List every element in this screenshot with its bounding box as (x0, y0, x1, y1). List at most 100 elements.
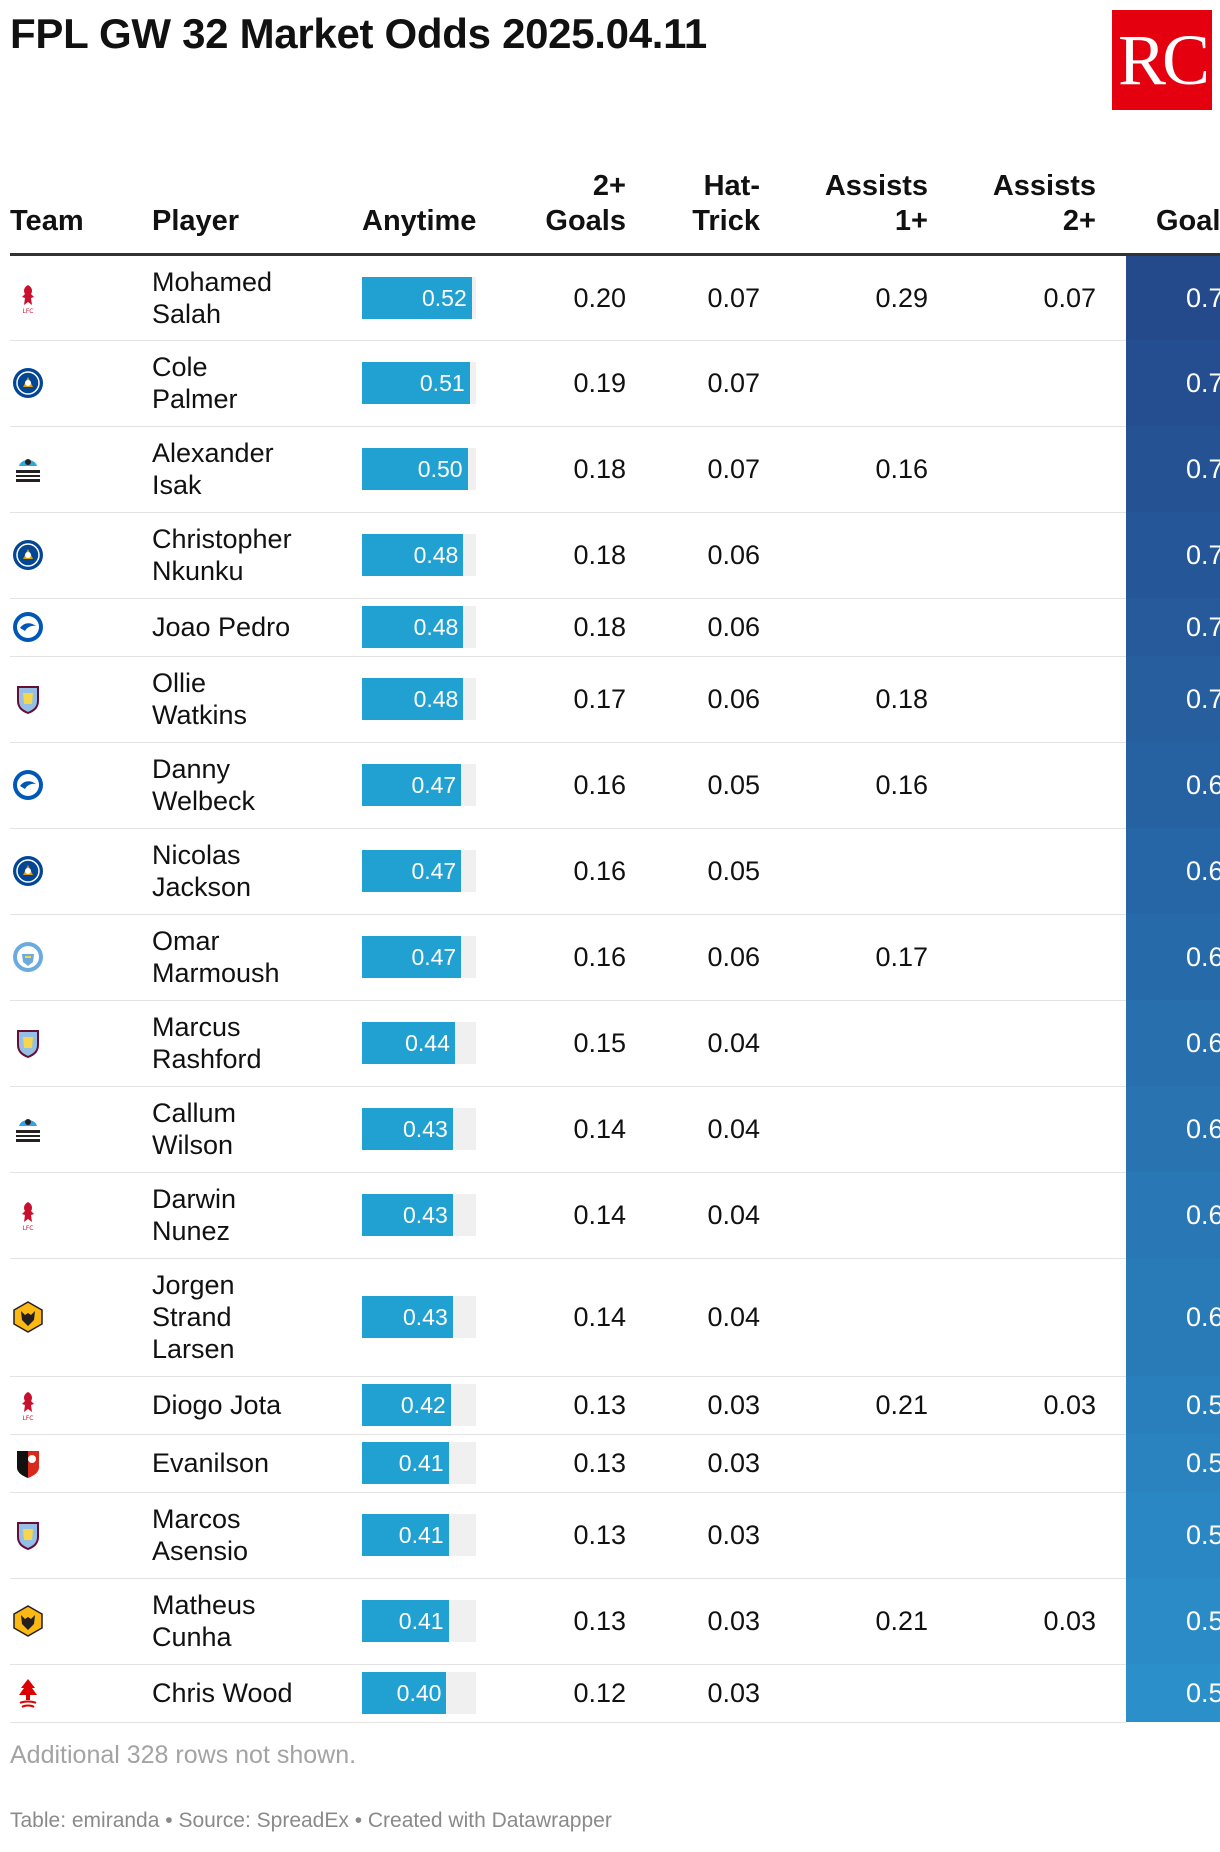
odds-table-container: Team Player Anytime 2+ Goals Hat- Trick … (10, 162, 1220, 1732)
anytime-cell: 0.48 (362, 656, 522, 743)
anytime-bar-track: 0.52 (362, 276, 476, 319)
anytime-cell: 0.41 (362, 1434, 522, 1493)
goals-2plus-value: 0.15 (522, 1000, 656, 1087)
goal-value: 0.7 (1126, 656, 1220, 742)
team-badge-cell (10, 828, 152, 915)
column-header-hat-trick[interactable]: Hat- Trick (692, 169, 760, 237)
anytime-cell: 0.52 (362, 254, 522, 341)
anytime-cell: 0.41 (362, 1578, 522, 1665)
anytime-value-label: 0.41 (398, 1608, 444, 1634)
anytime-bar-track: 0.50 (362, 448, 476, 490)
anytime-bar: 0.43 (362, 1194, 453, 1236)
chelsea-icon (11, 854, 152, 888)
anytime-value-label: 0.48 (413, 614, 459, 640)
assists-2plus-value (958, 828, 1126, 915)
team-badge-cell (10, 1434, 152, 1493)
anytime-cell: 0.47 (362, 742, 522, 829)
assists-1plus-value: 0.21 (790, 1578, 958, 1665)
svg-text:LFC: LFC (23, 1225, 34, 1232)
goal-value: 0.6 (1126, 828, 1220, 914)
team-badge-cell (10, 1492, 152, 1579)
assists-2plus-value (958, 742, 1126, 829)
player-name: Ollie Watkins (152, 656, 362, 743)
source-footer: Table: emiranda • Source: SpreadEx • Cre… (10, 1809, 612, 1832)
aston-villa-icon (11, 682, 152, 716)
hat-trick-value: 0.05 (656, 742, 790, 829)
anytime-value-label: 0.44 (405, 1030, 450, 1056)
assists-1plus-value: 0.21 (790, 1376, 958, 1435)
anytime-cell: 0.43 (362, 1258, 522, 1377)
table-row: Cole Palmer 0.51 0.19 0.07 0.7 (10, 340, 1220, 427)
anytime-bar-track: 0.48 (362, 678, 476, 720)
assists-2plus-value (958, 1664, 1126, 1723)
anytime-bar: 0.41 (362, 1600, 449, 1642)
team-badge-cell (10, 426, 152, 513)
team-badge-cell (10, 1258, 152, 1377)
anytime-value-label: 0.48 (413, 686, 459, 712)
anytime-value-label: 0.47 (411, 858, 457, 884)
goal-value: 0.5 (1126, 1664, 1220, 1722)
anytime-value-label: 0.48 (413, 542, 459, 568)
assists-2plus-value: 0.03 (958, 1376, 1126, 1435)
rc-logo: RC (1112, 10, 1212, 110)
assists-1plus-value: 0.18 (790, 656, 958, 743)
anytime-bar-track: 0.43 (362, 1194, 476, 1236)
liverpool-icon: LFC (11, 281, 152, 315)
assists-1plus-value (790, 1172, 958, 1259)
anytime-cell: 0.48 (362, 512, 522, 599)
assists-1plus-value: 0.17 (790, 914, 958, 1001)
column-header-2plus-goals[interactable]: 2+ Goals (545, 169, 626, 237)
goals-2plus-value: 0.18 (522, 598, 656, 657)
column-header-goal[interactable]: Goal (1156, 204, 1220, 237)
rows-not-shown-note: Additional 328 rows not shown. (10, 1741, 357, 1769)
anytime-bar-track: 0.41 (362, 1442, 476, 1484)
column-header-assists-2plus[interactable]: Assists 2+ (992, 169, 1096, 237)
table-row: LFC Diogo Jota 0.42 0.13 0.03 0.21 0.03 0.5 (10, 1376, 1220, 1435)
assists-2plus-value: 0.03 (958, 1578, 1126, 1665)
player-name: Cole Palmer (152, 340, 362, 427)
newcastle-icon (11, 1112, 152, 1146)
hat-trick-value: 0.07 (656, 340, 790, 427)
chelsea-icon (11, 366, 152, 400)
anytime-cell: 0.51 (362, 340, 522, 427)
goal-value: 0.6 (1126, 1172, 1220, 1258)
table-row: Evanilson 0.41 0.13 0.03 0.5 (10, 1434, 1220, 1493)
goals-2plus-value: 0.13 (522, 1376, 656, 1435)
player-name: Mohamed Salah (152, 254, 362, 341)
goals-2plus-value: 0.16 (522, 828, 656, 915)
player-name: Darwin Nunez (152, 1172, 362, 1259)
column-header-player[interactable]: Player (152, 204, 240, 237)
goal-value: 0.6 (1126, 1086, 1220, 1172)
aston-villa-icon (11, 1026, 152, 1060)
player-name: Alexander Isak (152, 426, 362, 513)
liverpool-icon: LFC (11, 1198, 152, 1232)
column-header-team[interactable]: Team (10, 204, 84, 237)
player-name: Jorgen Strand Larsen (152, 1258, 362, 1377)
anytime-value-label: 0.47 (411, 944, 457, 970)
goals-2plus-value: 0.13 (522, 1434, 656, 1493)
anytime-bar-track: 0.43 (362, 1108, 476, 1150)
anytime-cell: 0.47 (362, 914, 522, 1001)
assists-2plus-value (958, 1434, 1126, 1493)
anytime-value-label: 0.41 (398, 1450, 444, 1476)
goal-value: 0.7 (1126, 426, 1220, 512)
assists-1plus-value (790, 1258, 958, 1377)
table-row: Marcos Asensio 0.41 0.13 0.03 0.5 (10, 1492, 1220, 1579)
anytime-value-label: 0.47 (411, 772, 457, 798)
column-header-anytime[interactable]: Anytime (362, 204, 477, 237)
player-name: Callum Wilson (152, 1086, 362, 1173)
player-name: Danny Welbeck (152, 742, 362, 829)
column-header-assists-1plus[interactable]: Assists 1+ (824, 169, 928, 237)
goals-2plus-value: 0.20 (522, 254, 656, 341)
anytime-bar: 0.47 (362, 764, 462, 806)
assists-2plus-value (958, 1172, 1126, 1259)
bournemouth-icon (11, 1446, 152, 1480)
assists-2plus-value (958, 340, 1126, 427)
anytime-bar: 0.41 (362, 1442, 449, 1484)
player-name: Chris Wood (152, 1664, 362, 1723)
anytime-bar-track: 0.40 (362, 1672, 476, 1714)
player-name: Diogo Jota (152, 1376, 362, 1435)
table-row: Ollie Watkins 0.48 0.17 0.06 0.18 0.7 (10, 656, 1220, 743)
hat-trick-value: 0.03 (656, 1578, 790, 1665)
anytime-bar: 0.48 (362, 678, 464, 720)
